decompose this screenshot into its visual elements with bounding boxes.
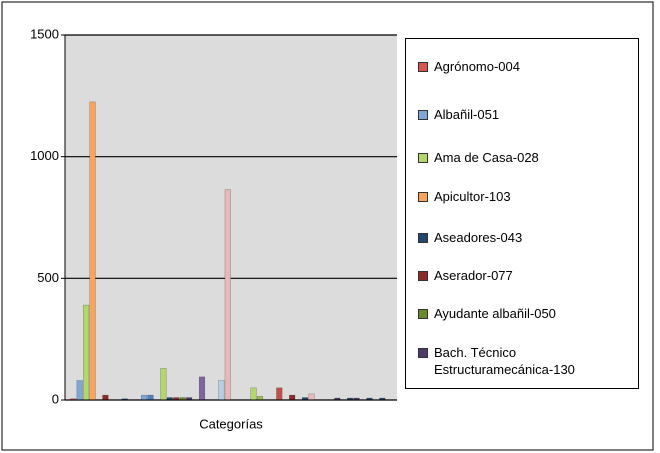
bar [198,376,206,401]
legend-swatch [418,110,428,120]
bar [102,394,109,401]
legend-label: Ama de Casa-028 [434,150,539,165]
bar [76,380,83,401]
legend-label: Bach. Técnico Estructuramecánica-130 [434,345,575,377]
bar [276,387,283,401]
bar [89,101,96,401]
legend-label: Apicultor-103 [434,189,511,204]
legend-entry: Aseadores-043 [418,229,618,246]
bar [308,393,315,401]
bar [289,394,296,401]
legend-entry: Apicultor-103 [418,188,618,205]
legend-label: Aserador-077 [434,268,513,283]
bar [83,304,90,401]
legend-entry: Ayudante albañil-050 [418,305,618,322]
y-tick-label: 500 [37,270,59,285]
legend-entry: Bach. Técnico Estructuramecánica-130 [418,344,618,378]
bar [224,189,231,401]
legend-label: Agrónomo-004 [434,59,520,74]
legend-swatch [418,192,428,202]
bar [218,380,225,401]
legend-swatch [418,233,428,243]
bar [256,396,264,401]
y-tick-label: 1000 [30,148,59,163]
legend-entry: Agrónomo-004 [418,58,618,75]
y-tick-label: 0 [52,391,59,406]
legend-entry: Aserador-077 [418,267,618,284]
plot-area [65,35,397,400]
bar [160,368,167,401]
legend: Agrónomo-004 Albañil-051 Ama de Casa-028 Ap… [405,38,639,389]
legend-swatch [418,153,428,163]
legend-label: Ayudante albañil-050 [434,306,556,321]
legend-label: Aseadores-043 [434,230,523,245]
legend-swatch [418,271,428,281]
bar [250,387,257,401]
legend-entry: Ama de Casa-028 [418,149,618,166]
legend-label: Albañil-051 [434,107,500,122]
legend-swatch [418,309,428,319]
legend-swatch [418,348,428,358]
y-tick-label: 1500 [30,26,59,41]
x-tick-label: Categorías [199,416,263,431]
legend-entry: Albañil-051 [418,106,618,123]
legend-swatch [418,62,428,72]
bar [147,394,154,401]
bar [140,394,148,401]
